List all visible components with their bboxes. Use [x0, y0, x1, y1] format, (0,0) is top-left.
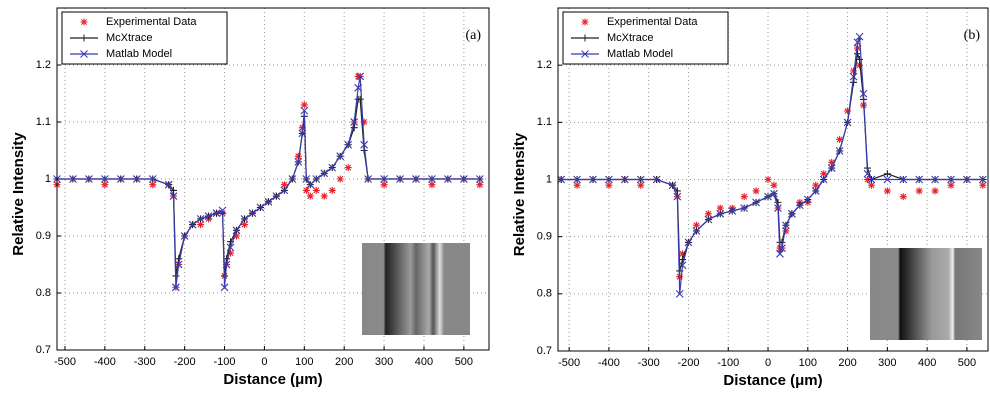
- y-tick-label: 0.7: [36, 344, 51, 356]
- data-point: [932, 187, 939, 194]
- legend-marker: [81, 19, 88, 26]
- x-tick-label: -400: [94, 356, 116, 368]
- x-tick-label: -200: [677, 357, 699, 369]
- y-tick-label: 1.2: [36, 59, 51, 71]
- x-tick-label: -400: [598, 357, 620, 369]
- data-point: [753, 187, 760, 194]
- x-tick-label: 100: [295, 356, 313, 368]
- data-point: [900, 193, 907, 200]
- y-axis-label: Relative Intensity: [10, 132, 27, 256]
- legend-label: Experimental Data: [106, 16, 197, 28]
- y-tick-label: 1.1: [36, 116, 51, 128]
- data-point: [303, 187, 310, 194]
- plots: -500 -400 -300 -200 -100 0 100 200 300 400 500 0.7 0…: [10, 8, 988, 389]
- y-tick-label: 0.8: [36, 287, 51, 299]
- x-tick-label: 500: [958, 357, 976, 369]
- x-tick-label: -300: [638, 357, 660, 369]
- y-tick-label: 0.7: [537, 345, 552, 357]
- panel-label: (b): [964, 28, 981, 43]
- x-tick-label: 500: [455, 356, 473, 368]
- x-tick-label: -100: [214, 356, 236, 368]
- chart: -500 -400 -300 -200 -100 0 100 200 300 400 500 0.7 0…: [0, 0, 990, 394]
- inset-image: [362, 243, 470, 335]
- legend-label: McXtrace: [607, 32, 653, 44]
- x-tick-label: 100: [799, 357, 817, 369]
- data-point: [321, 193, 328, 200]
- legend-label: Matlab Model: [607, 48, 673, 60]
- y-tick-label: 0.9: [36, 230, 51, 242]
- data-point: [337, 176, 344, 183]
- x-tick-label: 400: [415, 356, 433, 368]
- legend-label: Matlab Model: [106, 48, 172, 60]
- data-point: [329, 187, 336, 194]
- x-tick-label: 300: [878, 357, 896, 369]
- data-point: [916, 187, 923, 194]
- data-point: [307, 193, 314, 200]
- inset-image: [870, 248, 982, 340]
- legend-label: Experimental Data: [607, 16, 698, 28]
- data-point: [765, 176, 772, 183]
- x-axis-label: Distance (μm): [223, 371, 322, 388]
- data-point: [770, 182, 777, 189]
- x-tick-label: -100: [717, 357, 739, 369]
- x-tick-label: 200: [838, 357, 856, 369]
- legend-label: McXtrace: [106, 32, 152, 44]
- legend: Experimental Data McXtrace Matlab Model: [563, 12, 728, 64]
- x-tick-label: 0: [261, 356, 267, 368]
- x-tick-label: 0: [765, 357, 771, 369]
- x-tick-label: 400: [918, 357, 936, 369]
- y-tick-label: 1: [45, 173, 51, 185]
- x-tick-label: -500: [54, 356, 76, 368]
- x-tick-label: -500: [558, 357, 580, 369]
- y-tick-label: 1.1: [537, 116, 552, 128]
- x-tick-label: -300: [134, 356, 156, 368]
- y-axis-label: Relative Intensity: [511, 132, 528, 256]
- data-point: [345, 164, 352, 171]
- y-tick-label: 0.9: [537, 231, 552, 243]
- y-tick-label: 1: [546, 173, 552, 185]
- x-tick-label: -200: [174, 356, 196, 368]
- legend: Experimental Data McXtrace Matlab Model: [62, 12, 227, 64]
- x-tick-label: 200: [335, 356, 353, 368]
- legend-marker: [582, 19, 589, 26]
- data-point: [301, 101, 308, 108]
- data-point: [741, 193, 748, 200]
- y-tick-label: 1.2: [537, 59, 552, 71]
- x-axis-label: Distance (μm): [723, 372, 822, 389]
- x-tick-label: 300: [375, 356, 393, 368]
- panel-label: (a): [465, 28, 481, 43]
- data-point: [884, 187, 891, 194]
- y-tick-label: 0.8: [537, 288, 552, 300]
